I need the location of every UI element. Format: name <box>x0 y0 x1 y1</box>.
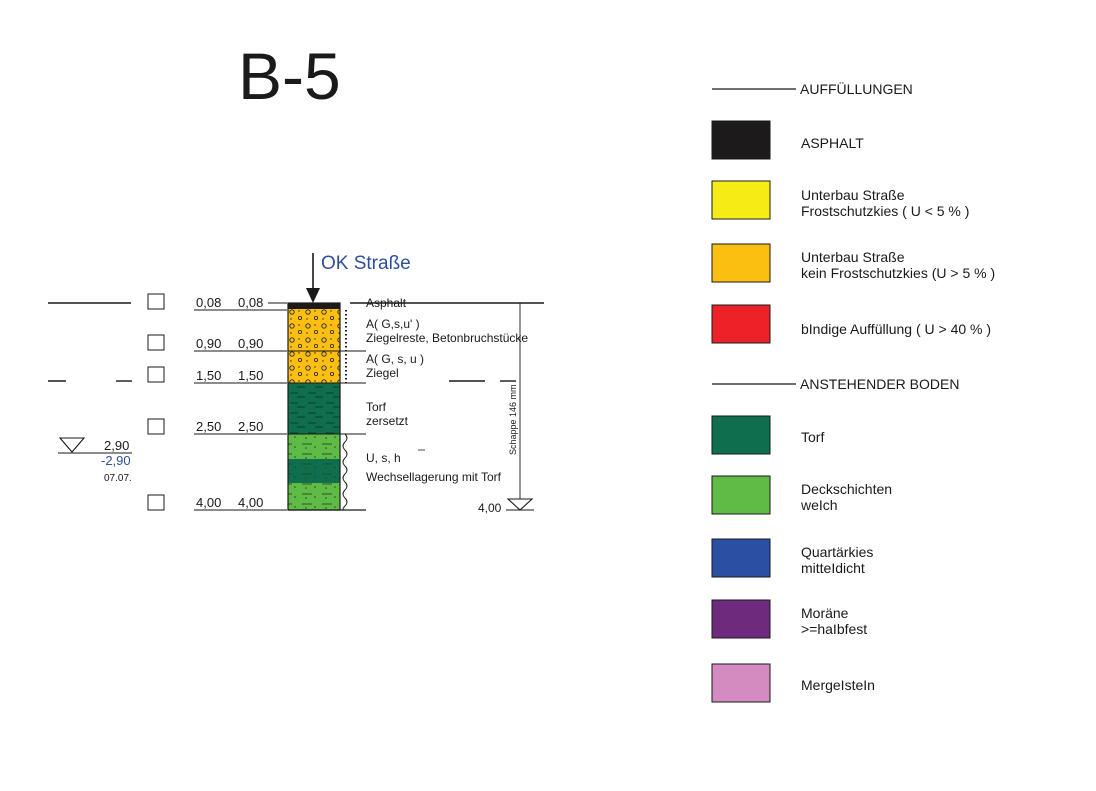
legend-heading-natural: ANSTEHENDER BODEN <box>800 376 959 392</box>
sample-box <box>147 293 165 310</box>
legend-label: Moräne <box>801 605 849 621</box>
groundwater-date: 07.07. <box>104 473 132 484</box>
legend-swatch <box>711 663 771 703</box>
legend-label-2: Frostschutzkies ( U < 5 % ) <box>801 203 969 219</box>
legend-label: MergeIsteIn <box>801 677 875 693</box>
depth-value: 0,90 <box>196 336 221 351</box>
legend-heading-fill: AUFFÜLLUNGEN <box>800 80 913 97</box>
sample-box <box>147 334 165 351</box>
legend-label-2: kein Frostschutzkies (U > 5 % ) <box>801 265 995 281</box>
end-depth-triangle-icon <box>506 498 534 511</box>
legend-label: Unterbau Straße <box>801 187 905 203</box>
legend-swatch <box>711 243 771 283</box>
legend: AUFFÜLLUNGEN ASPHALT Unterbau Straße Fro… <box>711 80 995 703</box>
legend-label: Torf <box>801 429 824 445</box>
legend-swatch <box>711 475 771 515</box>
note-fill1-symbol: A( G,s,u' ) <box>366 317 420 331</box>
depth-row: 0,08 0,08 <box>147 293 287 311</box>
depth-row: 1,50 1,50 <box>147 366 287 384</box>
depth-value: 0,90 <box>238 336 263 351</box>
depth-value: 2,50 <box>196 419 221 434</box>
depth-value: 2,50 <box>238 419 263 434</box>
sample-box <box>147 494 165 511</box>
note-peat: Torf <box>366 400 387 414</box>
note-fill1-desc: Ziegelreste, Betonbruchstücke <box>366 331 528 345</box>
legend-swatch <box>711 180 771 220</box>
layer-asphalt <box>288 303 340 309</box>
borehole-title: B-5 <box>238 39 341 113</box>
depth-value: 1,50 <box>196 368 221 383</box>
legend-swatch <box>711 415 771 455</box>
legend-label-2: weIch <box>800 497 838 513</box>
note-fill2-desc: Ziegel <box>366 366 399 380</box>
note-peat-state: zersetzt <box>366 414 409 428</box>
note-silt-desc: Wechsellagerung mit Torf <box>366 470 502 484</box>
sample-box <box>147 418 165 435</box>
drilling-method: Schappe 146 mm <box>508 384 518 455</box>
depth-value: 4,00 <box>196 495 221 510</box>
end-depth: 4,00 <box>478 501 502 515</box>
legend-label: Deckschichten <box>801 481 892 497</box>
layer-silt-pattern <box>288 434 340 510</box>
legend-label-2: mitteIdicht <box>801 560 865 576</box>
depth-row: 2,50 2,50 <box>147 418 287 435</box>
note-silt-symbol: U, s, h <box>366 451 401 465</box>
depth-value: 0,08 <box>196 295 221 310</box>
surface-label: OK Straße <box>321 253 411 274</box>
legend-swatch <box>711 599 771 639</box>
legend-swatch <box>711 304 771 344</box>
note-asphalt: Asphalt <box>366 296 407 310</box>
groundwater-triangle-icon <box>58 437 86 453</box>
surface-arrow-head <box>306 288 320 303</box>
groundwater-level: 2,90 <box>104 438 129 453</box>
legend-label: Quartärkies <box>801 544 873 560</box>
note-fill2-symbol: A( G, s, u ) <box>366 352 424 366</box>
depth-row: 0,90 0,90 <box>147 334 287 352</box>
sample-box <box>147 366 165 383</box>
depth-value: 4,00 <box>238 495 263 510</box>
legend-swatch <box>711 120 771 160</box>
depth-value: 0,08 <box>238 295 263 310</box>
legend-label: Unterbau Straße <box>801 249 905 265</box>
depth-row: 4,00 4,00 <box>147 494 287 511</box>
groundwater-level-measured: -2,90 <box>101 453 131 468</box>
layer-fill-gravel-1-pattern <box>288 309 340 351</box>
wet-zone-wavy-line <box>342 433 348 511</box>
layer-peat-pattern <box>288 383 340 434</box>
legend-label: ASPHALT <box>801 135 864 151</box>
legend-label-2: >=haIbfest <box>801 621 867 637</box>
layer-fill-gravel-2-pattern <box>288 351 340 383</box>
legend-swatch <box>711 538 771 578</box>
depth-value: 1,50 <box>238 368 263 383</box>
borehole-column <box>287 302 366 511</box>
legend-label: bIndige Auffüllung ( U > 40 % ) <box>801 321 991 337</box>
